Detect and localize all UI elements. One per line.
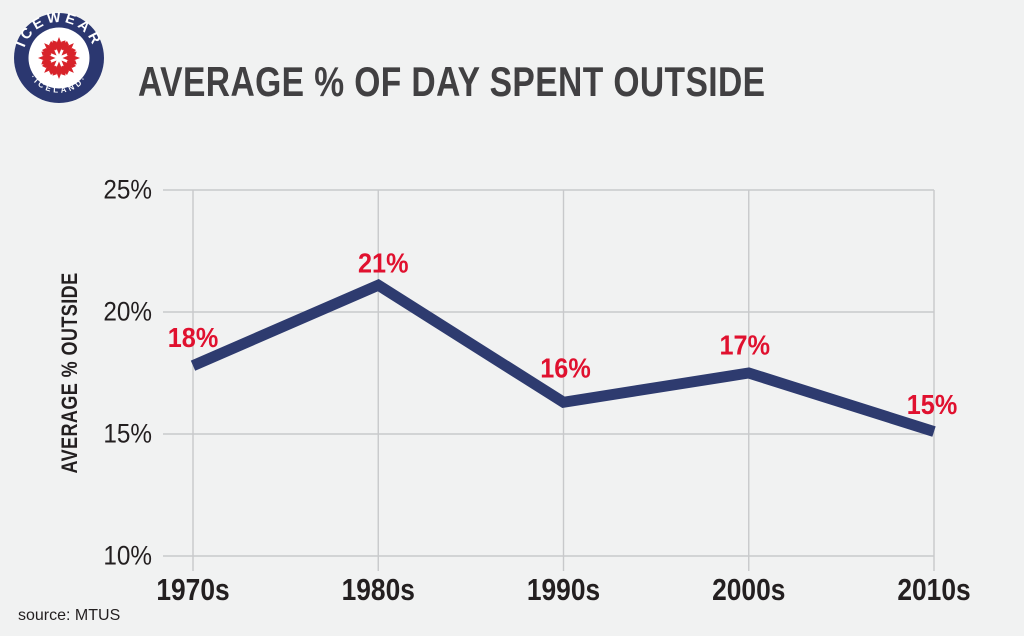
y-tick-label: 25%: [103, 175, 152, 204]
x-axis-label: 1980s: [342, 573, 415, 607]
x-axis-label: 2000s: [712, 573, 785, 607]
y-axis-title: AVERAGE % OUTSIDE: [58, 272, 82, 473]
y-tick-label: 10%: [103, 541, 152, 570]
gridlines: [163, 189, 935, 571]
data-label: 18%: [168, 322, 218, 354]
logo-inner-circle: [28, 27, 90, 89]
source-note: source: MTUS: [18, 607, 121, 624]
y-tick-label: 20%: [103, 297, 152, 326]
data-label: 16%: [540, 353, 590, 385]
data-label: 15%: [907, 389, 957, 421]
y-tick-label: 15%: [103, 419, 152, 448]
x-axis-label: 1970s: [156, 573, 229, 607]
data-label: 21%: [358, 247, 408, 279]
x-axis-label: 1990s: [527, 573, 600, 607]
icewear-logo: ICEWEAR ·ICELAND·: [13, 10, 105, 104]
icewear-logo-svg: ICEWEAR ·ICELAND·: [13, 10, 104, 103]
data-label: 17%: [720, 329, 770, 361]
trend-line: [190, 278, 936, 437]
x-axis-label: 2010s: [897, 573, 970, 607]
page-title: AVERAGE % OF DAY SPENT OUTSIDE: [138, 58, 766, 105]
